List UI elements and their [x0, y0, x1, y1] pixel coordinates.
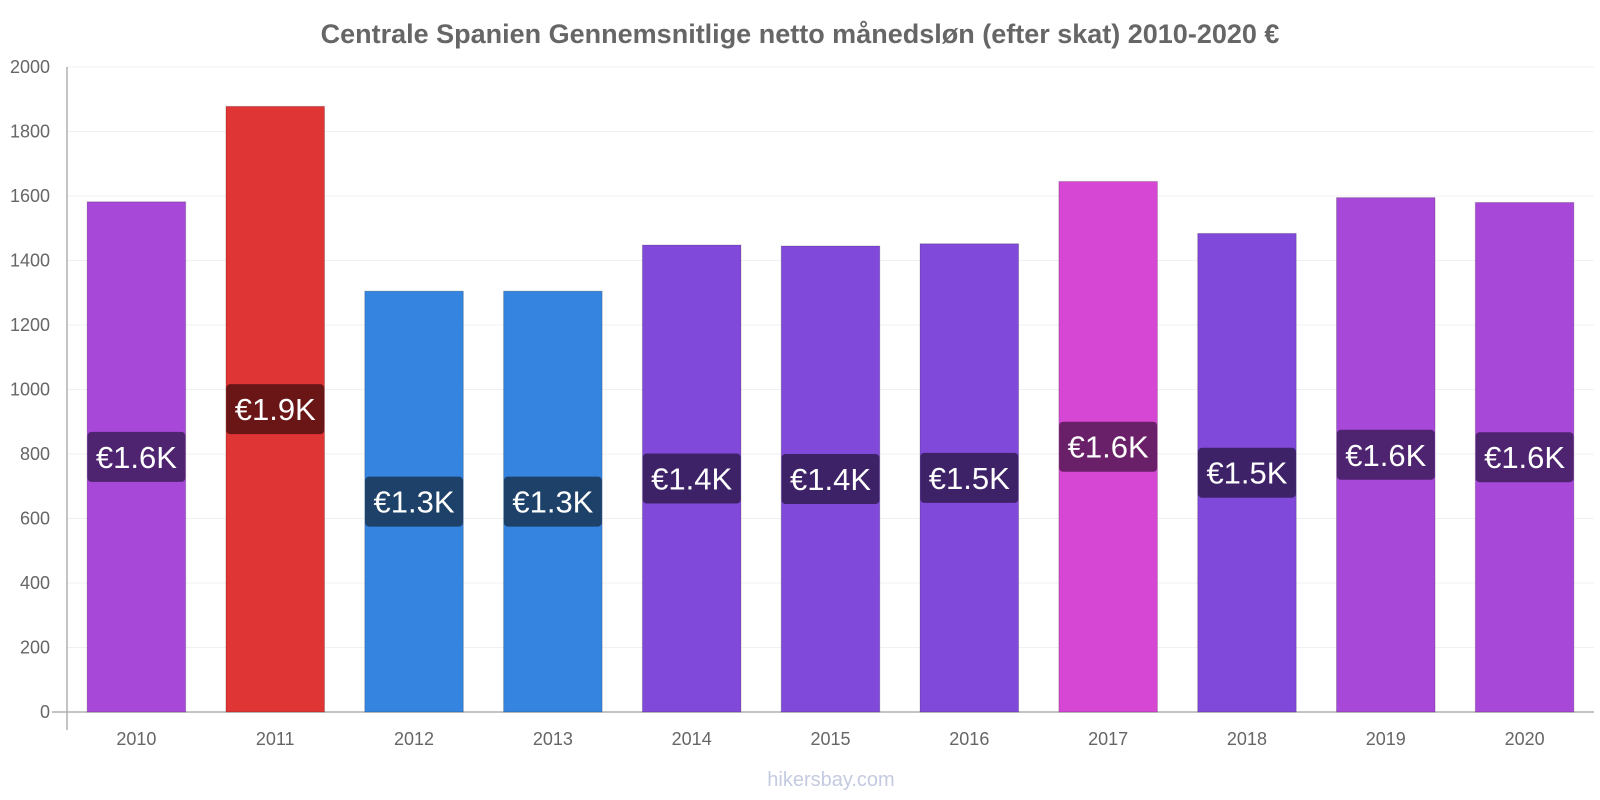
data-label-box	[1197, 447, 1296, 498]
x-tick-label: 2018	[1227, 729, 1267, 749]
x-tick-label: 2019	[1366, 729, 1406, 749]
data-label-box	[781, 453, 880, 504]
y-tick-label: 600	[20, 509, 50, 529]
x-tick-label: 2016	[949, 729, 989, 749]
y-tick-label: 0	[40, 702, 50, 722]
x-tick-label: 2014	[672, 729, 712, 749]
data-labels: €1.6K €1.9K €1.3K €1.3K €1.4K €1.4K €1.5K €1.6K…	[87, 384, 1574, 527]
data-label-box	[87, 431, 186, 482]
y-tick-label: 400	[20, 573, 50, 593]
data-label: €1.6K	[1068, 430, 1149, 465]
y-tick-label: 800	[20, 444, 50, 464]
y-tick-label: 2000	[10, 57, 50, 77]
data-label-box	[642, 453, 741, 504]
data-label: €1.9K	[235, 392, 316, 427]
data-label: €1.3K	[374, 485, 455, 520]
data-label: €1.4K	[651, 462, 732, 497]
data-label: €1.5K	[929, 461, 1010, 496]
x-tick-label: 2020	[1505, 729, 1545, 749]
x-tick-label: 2012	[394, 729, 434, 749]
data-label-box	[365, 476, 464, 527]
y-tick-label: 1400	[10, 251, 50, 271]
x-tick-label: 2015	[810, 729, 850, 749]
data-label: €1.3K	[512, 485, 593, 520]
x-tick-label: 2017	[1088, 729, 1128, 749]
y-tick-label: 1600	[10, 186, 50, 206]
y-tick-label: 1800	[10, 122, 50, 142]
data-label: €1.4K	[790, 462, 871, 497]
y-tick-label: 1000	[10, 380, 50, 400]
data-label-box	[226, 384, 325, 435]
data-label: €1.6K	[1484, 440, 1565, 475]
data-label-box	[1336, 429, 1435, 480]
x-tick-label: 2011	[256, 729, 295, 749]
data-label: €1.6K	[1345, 438, 1426, 473]
watermark: hikersbay.com	[767, 769, 894, 791]
x-tick-label: 2013	[533, 729, 573, 749]
x-tick-labels: 2010 2011 2012 2013 2014 2015 2016 2017 2018 2019…	[116, 729, 1544, 749]
data-label-box	[920, 452, 1019, 503]
y-tick-label: 200	[20, 638, 50, 658]
data-label: €1.5K	[1206, 456, 1287, 491]
y-tick-label: 1200	[10, 315, 50, 335]
data-label-box	[1059, 421, 1158, 472]
data-label-box	[1475, 432, 1574, 483]
data-label-box	[503, 476, 602, 527]
data-label: €1.6K	[96, 440, 177, 475]
x-tick-label: 2010	[116, 729, 156, 749]
chart-title: Centrale Spanien Gennemsnitlige netto må…	[321, 19, 1280, 49]
